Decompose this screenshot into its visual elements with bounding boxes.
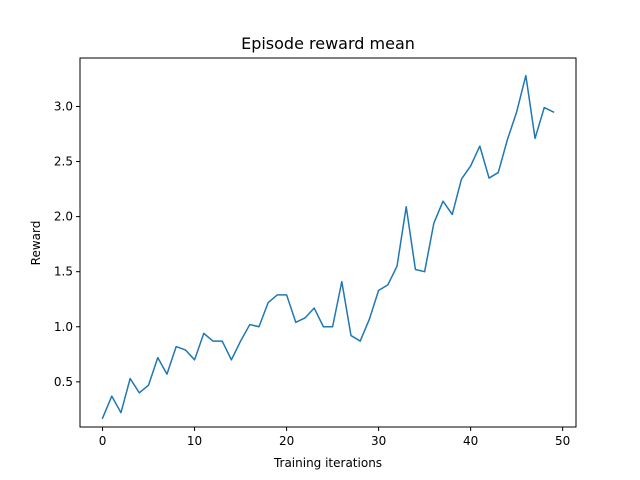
y-tick-label: 1.0 xyxy=(54,320,73,334)
y-tick-label: 2.0 xyxy=(54,210,73,224)
axes-frame xyxy=(79,57,577,428)
y-axis-ticks: 0.5 1.0 1.5 2.0 2.5 3.0 xyxy=(54,99,80,389)
chart-title: Episode reward mean xyxy=(241,34,415,53)
x-tick-label: 50 xyxy=(555,434,570,448)
x-tick-label: 0 xyxy=(99,434,107,448)
y-tick-label: 2.5 xyxy=(54,155,73,169)
y-tick-label: 1.5 xyxy=(54,265,73,279)
y-tick-label: 0.5 xyxy=(54,375,73,389)
y-tick-label: 3.0 xyxy=(54,99,73,113)
series-line xyxy=(101,74,555,420)
x-axis-ticks: 0 10 20 30 40 50 xyxy=(99,427,570,448)
x-tick-label: 30 xyxy=(371,434,386,448)
x-tick-label: 20 xyxy=(279,434,294,448)
x-tick-label: 40 xyxy=(463,434,478,448)
x-axis-label: Training iterations xyxy=(273,456,382,470)
y-axis-label: Reward xyxy=(29,221,43,266)
plot-area xyxy=(101,74,555,420)
x-tick-label: 10 xyxy=(187,434,202,448)
